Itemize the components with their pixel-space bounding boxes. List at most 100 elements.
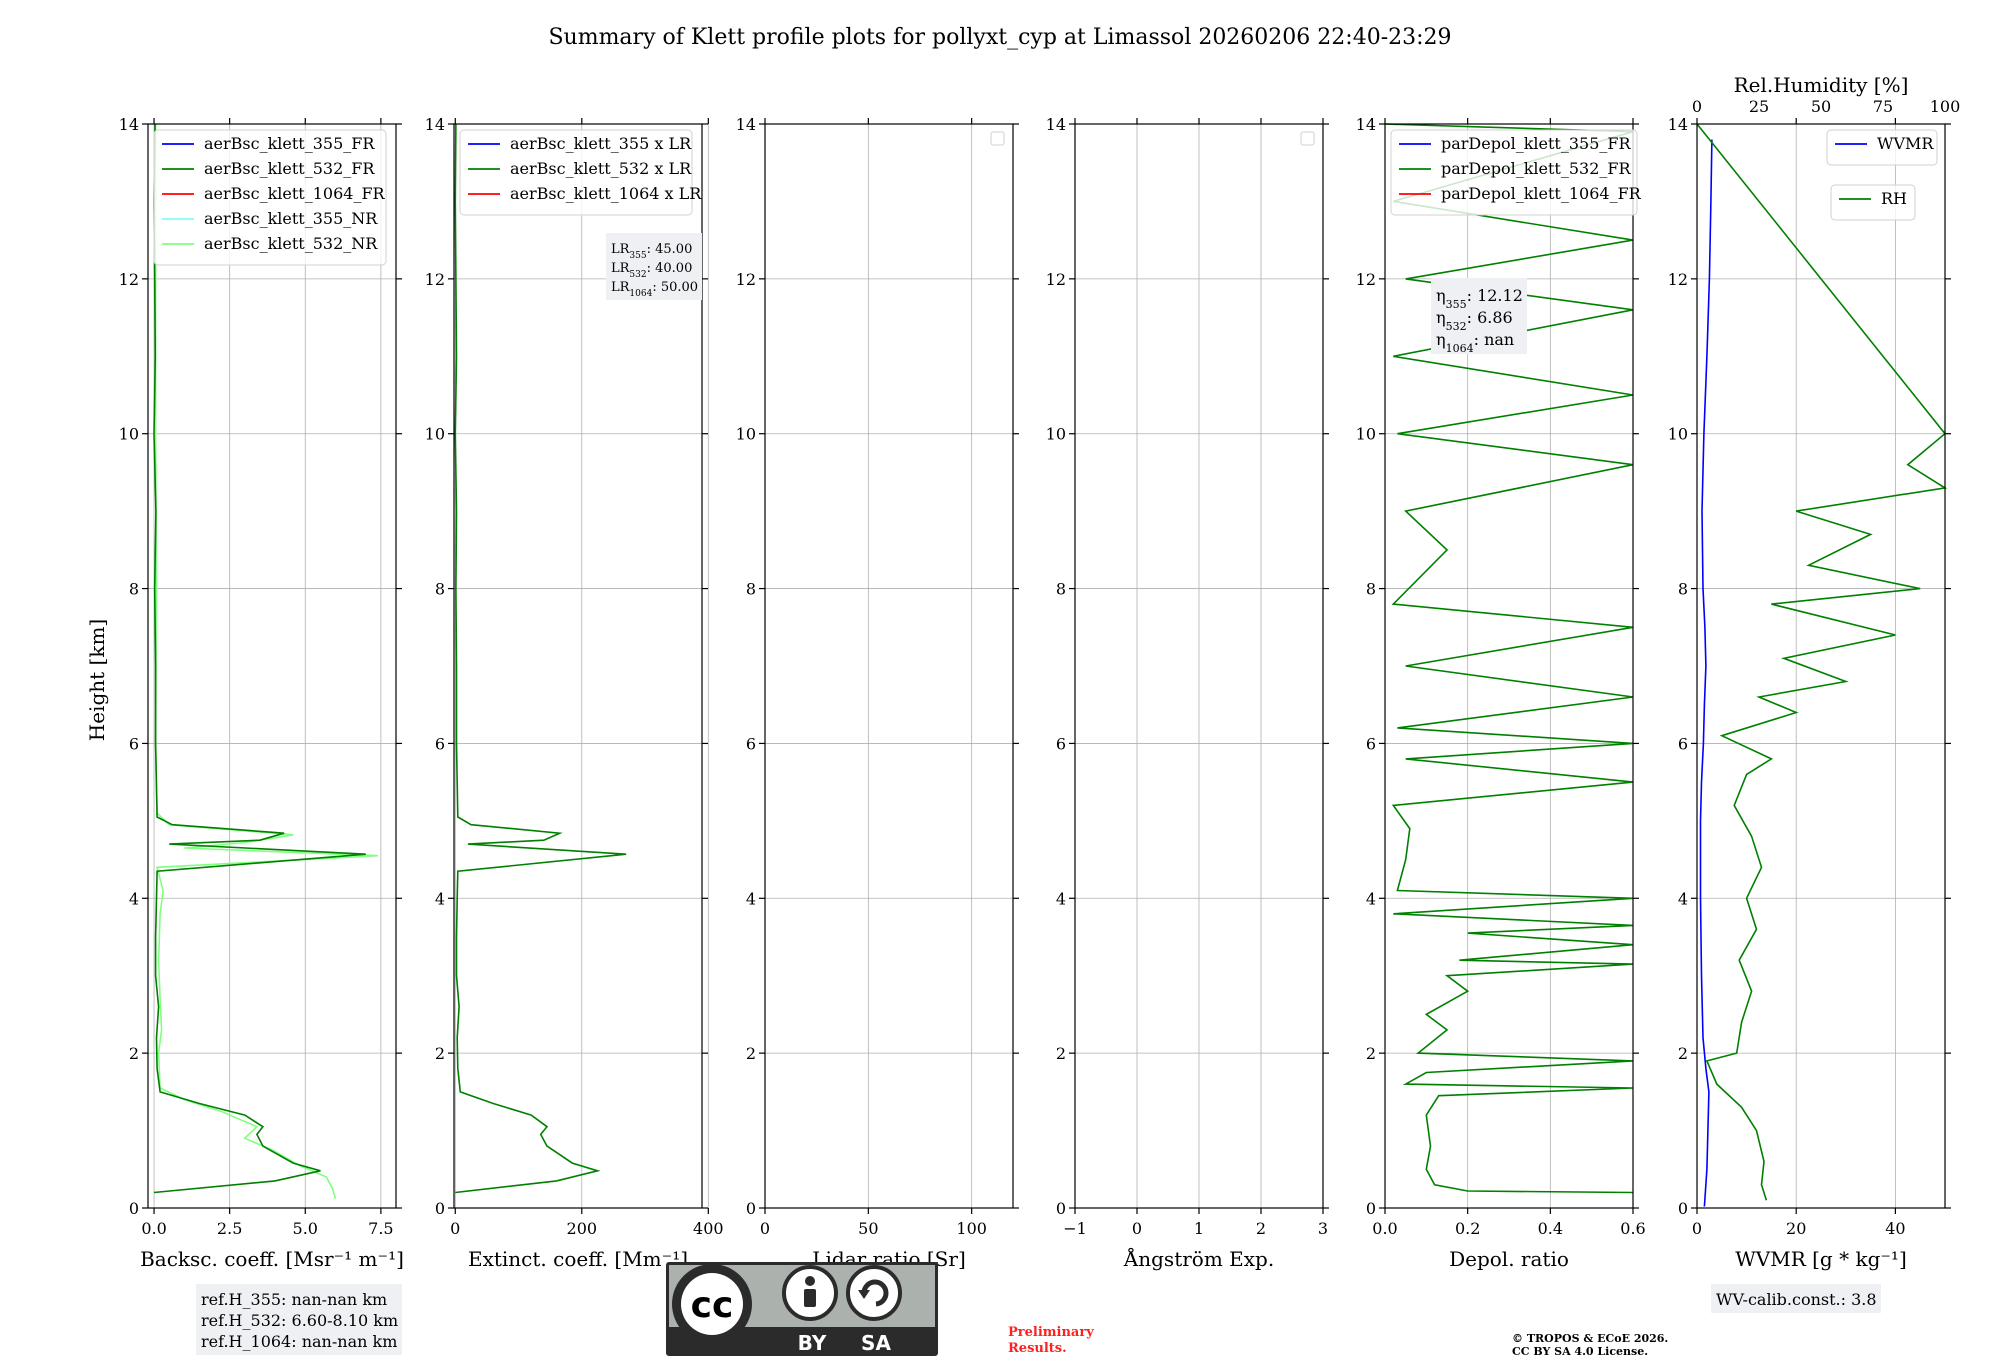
legend-entry: WVMR [1877,134,1934,153]
x-axis-label: Depol. ratio [1449,1247,1569,1271]
cc-text: cc [691,1285,734,1326]
axes-frame [147,123,397,1209]
panel-extinction: 0 2 4 6 8 10 12 14 0 200 400 Extinct. coeff. [Mm⁻¹]… [425,115,724,1271]
series-RH [1696,123,1948,1201]
legend-entry: RH [1881,189,1907,208]
top-xtick-label: 25 [1749,97,1769,116]
preliminary-line-1: Preliminary [1008,1325,1094,1340]
xtick-label: 0.0 [141,1219,166,1238]
ytick-label: 10 [119,425,139,444]
info-box-wvmr: WV-calib.const.: 3.8 [1711,1284,1881,1313]
axes-frame [453,123,703,1209]
preliminary-line-2: Results. [1008,1341,1067,1356]
legend-entry: aerBsc_klett_532 x LR [510,159,692,178]
ytick-label: 12 [119,270,139,289]
ytick-label: 8 [746,580,756,599]
by-label: BY [798,1331,827,1355]
xtick-label: 0 [1692,1219,1702,1238]
axes-frame [1696,123,1946,1209]
xtick-label: 20 [1786,1219,1806,1238]
ytick-label: 12 [1356,270,1376,289]
ytick-label: 10 [736,425,756,444]
ytick-label: 12 [736,270,756,289]
y-axis-label: Height [km] [85,619,109,741]
legend-entry: aerBsc_klett_1064 x LR [510,184,702,203]
xtick-label: 40 [1885,1219,1905,1238]
info-box-backscatter: ref.H_355: nan-nan km ref.H_532: 6.60-8.1… [196,1284,402,1355]
top-xtick-label: 100 [1930,97,1961,116]
legend: parDepol_klett_355_FR parDepol_klett_532_… [1390,129,1642,216]
series-aerBsc_klett_532_NR [154,124,378,1199]
cc-by-sa-license-badge[interactable]: cc BY SA [666,1262,938,1356]
ytick-label: 14 [1046,115,1066,134]
ytick-label: 8 [435,580,445,599]
xtick-label: 0.0 [1372,1219,1397,1238]
xtick-label: 0.2 [1455,1219,1480,1238]
by-person-body [804,1289,816,1307]
ytick-label: 10 [425,425,445,444]
x-axis-label: Ångström Exp. [1123,1246,1274,1271]
ytick-label: 6 [1056,734,1066,753]
info-line: LR1064: 50.00 [611,280,698,299]
legend-entry: aerBsc_klett_355_NR [204,209,378,228]
info-box-bg [606,233,702,300]
series-parDepol_klett_532_FR [1384,123,1634,1194]
top-xtick-label: 75 [1873,97,1893,116]
ytick-label: 6 [129,734,139,753]
ytick-label: 14 [119,115,139,134]
ytick-label: 0 [1366,1199,1376,1218]
ytick-label: 0 [1056,1199,1066,1218]
x-axis-label: Backsc. coeff. [Msr⁻¹ m⁻¹] [140,1247,404,1271]
legend: aerBsc_klett_355_FR aerBsc_klett_532_FRae… [153,129,387,266]
sa-arrow-arc [861,1279,889,1307]
ytick-label: 2 [1678,1044,1688,1063]
ytick-label: 0 [1678,1199,1688,1218]
xtick-label: 200 [567,1219,598,1238]
ytick-label: 12 [1668,270,1688,289]
xtick-label: 0.6 [1620,1219,1645,1238]
series-WVMR [1699,139,1713,1207]
legend-entry: parDepol_klett_1064_FR [1441,184,1642,203]
sa-share-icon [846,1265,902,1321]
ytick-label: 4 [435,889,445,908]
info-line: η1064: nan [1436,330,1514,355]
ytick-label: 8 [129,580,139,599]
ytick-label: 8 [1678,580,1688,599]
ytick-label: 0 [435,1199,445,1218]
legend-entry: aerBsc_klett_532_NR [204,234,378,253]
legend-frame [1826,129,1938,166]
ytick-label: 14 [425,115,445,134]
sa-arrow-head [858,1290,870,1299]
x-axis-label: WVMR [g * kg⁻¹] [1735,1247,1907,1271]
ytick-label: 0 [129,1199,139,1218]
ytick-label: 12 [1046,270,1066,289]
ytick-label: 10 [1356,425,1376,444]
ytick-label: 14 [1356,115,1376,134]
legend-frame [1830,184,1916,221]
cc-inner-circle [681,1273,743,1335]
copyright-line-2: CC BY SA 4.0 License. [1512,1345,1648,1358]
legend: WVMR [1826,129,1938,166]
legend-entry: aerBsc_klett_532_FR [204,159,375,178]
xtick-label: −1 [1063,1219,1087,1238]
info-line: LR532: 40.00 [611,261,692,280]
xtick-label: 3 [1318,1219,1328,1238]
ytick-label: 6 [1678,734,1688,753]
ytick-label: 8 [1366,580,1376,599]
info-box-bg [196,1284,402,1355]
top-axis-label: Rel.Humidity [%] [1734,73,1909,97]
xtick-label: 5.0 [293,1219,318,1238]
ytick-label: 2 [1056,1044,1066,1063]
sa-label: SA [861,1331,891,1355]
legend-entry: parDepol_klett_355_FR [1441,134,1632,153]
info-line: ref.H_355: nan-nan km [201,1290,387,1309]
top-xtick-label: 0 [1692,97,1702,116]
ytick-label: 0 [746,1199,756,1218]
info-boxes: ref.H_355: nan-nan km ref.H_532: 6.60-8.1… [196,1284,1881,1355]
axes-frame [764,123,1014,1209]
ytick-label: 2 [1366,1044,1376,1063]
